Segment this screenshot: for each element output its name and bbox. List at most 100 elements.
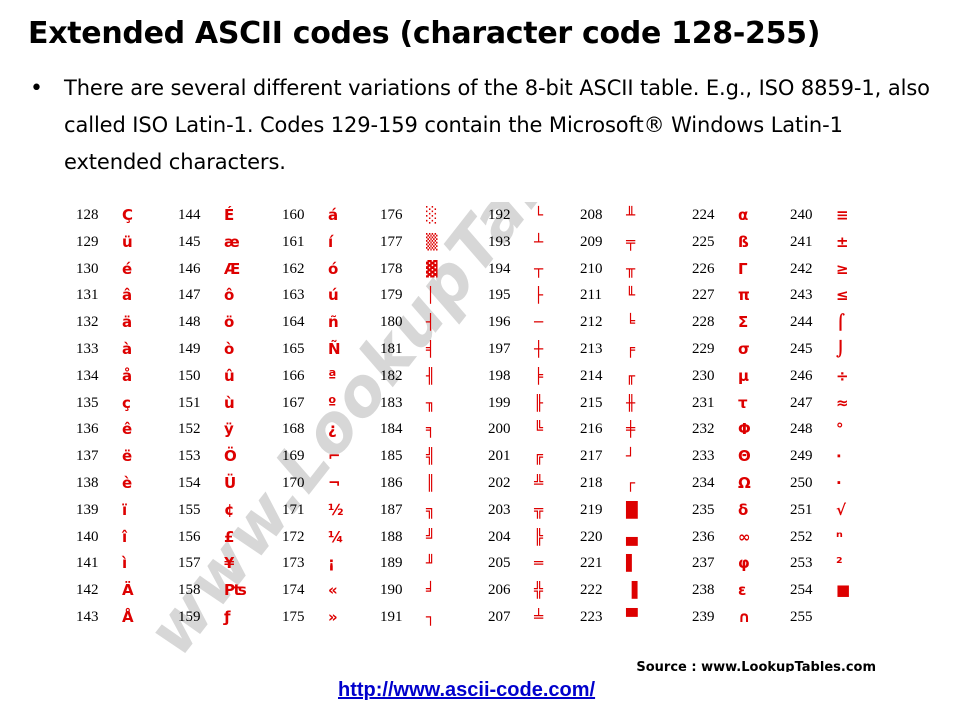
char-glyph: ╜ (426, 554, 436, 573)
char-glyph: ╕ (426, 420, 436, 439)
char-glyph: ╫ (626, 393, 636, 412)
char-code: 164 (282, 314, 305, 331)
char-glyph: » (328, 607, 338, 626)
char-glyph: ó (328, 259, 339, 278)
char-code: 169 (282, 448, 305, 465)
char-code: 133 (76, 340, 99, 357)
char-code: 205 (488, 555, 511, 572)
char-glyph: ┬ (534, 259, 544, 278)
char-glyph: ┴ (534, 232, 544, 251)
char-code: 147 (178, 287, 201, 304)
char-code: 175 (282, 608, 305, 625)
char-code: 188 (380, 528, 403, 545)
ascii-table-image: www.LookupTables.com Source : www.Lookup… (62, 202, 892, 672)
bullet-dot-icon: • (30, 76, 43, 101)
char-glyph: π (738, 286, 750, 305)
char-glyph: └ (534, 206, 544, 224)
char-glyph: ║ (426, 473, 436, 492)
char-code: 218 (580, 474, 603, 491)
char-glyph: ò (224, 339, 235, 358)
char-code: 177 (380, 233, 403, 250)
char-glyph: │ (426, 286, 436, 305)
char-code: 143 (76, 608, 99, 625)
char-code: 178 (380, 260, 403, 277)
bullet-text: There are several different variations o… (64, 76, 930, 174)
char-code: 227 (692, 287, 715, 304)
char-code: 206 (488, 582, 511, 599)
char-code: 189 (380, 555, 403, 572)
slide-title: Extended ASCII codes (character code 128… (28, 16, 821, 51)
char-glyph: ╢ (426, 366, 436, 385)
char-glyph: ▄ (626, 527, 638, 546)
char-glyph: █ (626, 500, 638, 519)
char-code: 139 (76, 501, 99, 518)
char-code: 186 (380, 474, 403, 491)
char-glyph: ° (836, 420, 844, 439)
char-code: 215 (580, 394, 603, 411)
char-code: 230 (692, 367, 715, 384)
source-link[interactable]: http://www.ascii-code.com/ (338, 679, 596, 701)
char-code: 212 (580, 314, 603, 331)
char-glyph: ▌ (626, 554, 638, 573)
char-code: 202 (488, 474, 511, 491)
char-glyph: ┌ (626, 473, 636, 492)
char-code: 204 (488, 528, 511, 545)
char-glyph: ç (122, 393, 131, 412)
char-code: 213 (580, 340, 603, 357)
char-code: 155 (178, 501, 201, 518)
char-glyph: ï (122, 500, 128, 519)
char-code: 236 (692, 528, 715, 545)
char-code: 144 (178, 207, 201, 223)
char-glyph: Φ (738, 420, 751, 439)
char-glyph: Ñ (328, 339, 341, 358)
char-code: 240 (790, 207, 813, 223)
char-glyph: ₧ (224, 581, 247, 600)
char-glyph: ═ (534, 554, 544, 573)
char-glyph: ë (122, 447, 133, 466)
char-code: 171 (282, 501, 305, 518)
char-glyph: ─ (534, 313, 544, 332)
char-glyph: ù (224, 393, 235, 412)
char-code: 157 (178, 555, 201, 572)
char-code: 131 (76, 287, 99, 304)
char-glyph: ╬ (534, 581, 544, 600)
char-glyph: ░ (426, 206, 438, 224)
char-code: 149 (178, 340, 201, 357)
char-code: 160 (282, 207, 305, 223)
char-code: 162 (282, 260, 305, 277)
char-code: 209 (580, 233, 603, 250)
char-glyph: ┼ (534, 339, 544, 358)
char-code: 207 (488, 608, 511, 625)
char-code: 210 (580, 260, 603, 277)
char-glyph: ╪ (626, 420, 636, 439)
char-glyph: δ (738, 500, 749, 519)
char-code: 235 (692, 501, 715, 518)
char-glyph: ¿ (328, 420, 337, 439)
char-glyph: ε (738, 581, 747, 600)
char-glyph: ≡ (836, 206, 849, 224)
char-glyph: ╞ (534, 366, 544, 385)
char-glyph: ¬ (328, 473, 341, 492)
source-label: Source : (636, 660, 697, 672)
char-code: 232 (692, 421, 715, 438)
char-glyph: ¥ (224, 554, 235, 573)
char-glyph: å (122, 366, 133, 385)
char-glyph: ½ (328, 500, 344, 519)
char-glyph: Ä (122, 581, 134, 600)
char-code: 222 (580, 582, 603, 599)
char-glyph: ╒ (626, 339, 636, 358)
char-glyph: ╗ (426, 500, 436, 519)
char-code: 225 (692, 233, 715, 250)
char-glyph: ∩ (738, 607, 751, 626)
char-code: 180 (380, 314, 403, 331)
char-glyph: ╩ (534, 473, 544, 492)
char-glyph: Å (122, 607, 134, 626)
char-glyph: ì (122, 554, 128, 573)
char-code: 245 (790, 340, 813, 357)
char-code: 249 (790, 448, 813, 465)
char-code: 176 (380, 207, 403, 223)
char-glyph: ∞ (738, 527, 751, 546)
char-glyph: Ü (224, 473, 237, 492)
char-glyph: í (328, 232, 334, 251)
char-code: 193 (488, 233, 511, 250)
